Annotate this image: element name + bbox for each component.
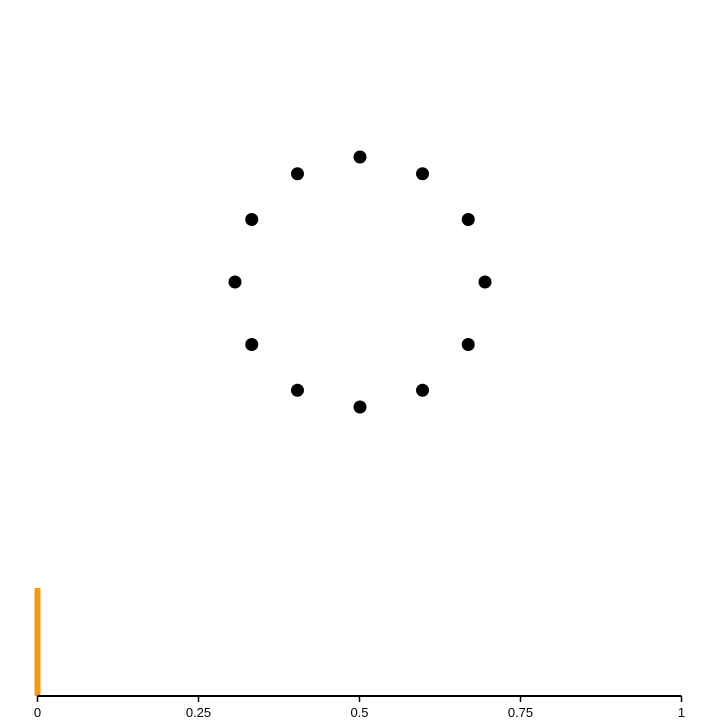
dot xyxy=(353,150,367,164)
dot xyxy=(416,383,429,397)
dot xyxy=(416,167,429,181)
dot xyxy=(291,167,304,181)
axis-tick-label: 0.25 xyxy=(186,705,211,720)
dot xyxy=(245,338,259,351)
axis-tick-label: 0.75 xyxy=(508,705,533,720)
dot xyxy=(291,383,304,397)
dot-ring xyxy=(228,150,492,414)
dot xyxy=(245,213,259,226)
progress-indicator: 0 0.25 0.5 0.75 1 xyxy=(34,588,685,720)
dot xyxy=(461,338,475,351)
dot xyxy=(478,275,492,289)
axis-tick-label: 0.5 xyxy=(350,705,368,720)
progress-ticks: 0 0.25 0.5 0.75 1 xyxy=(34,696,685,720)
dot xyxy=(353,400,367,414)
progress-bar xyxy=(34,588,41,696)
dot xyxy=(461,213,475,226)
dot xyxy=(228,275,242,289)
axis-tick-label: 0 xyxy=(34,705,41,720)
axis-tick-label: 1 xyxy=(678,705,685,720)
